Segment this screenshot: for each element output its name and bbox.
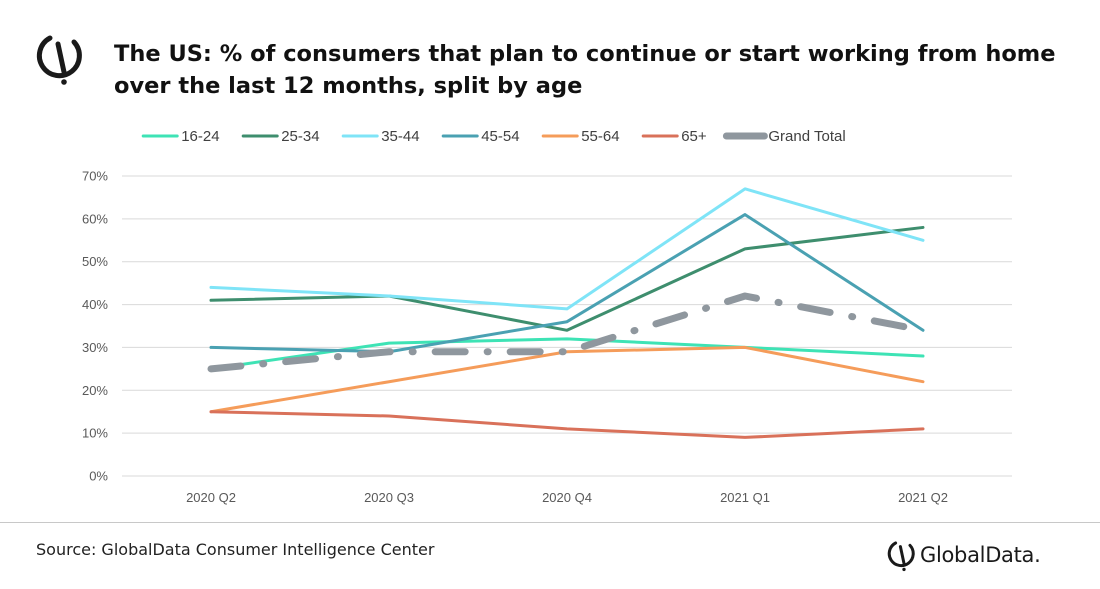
y-tick-label: 40% (82, 297, 108, 312)
y-tick-label: 30% (82, 340, 108, 355)
source-note: Source: GlobalData Consumer Intelligence… (36, 540, 435, 559)
y-tick-label: 20% (82, 383, 108, 398)
brand-logo: GlobalData. (886, 538, 1041, 572)
y-axis-tick-labels: 0% 10% 20% 30% 40% 50% 60% 70% (82, 169, 108, 484)
brand-name: GlobalData. (920, 543, 1041, 567)
chart-title-line-2: over the last 12 months, split by age (114, 73, 583, 99)
chart-title: The US: % of consumers that plan to cont… (114, 38, 1074, 102)
legend-label-2: 35-44 (381, 128, 419, 145)
x-axis-tick-labels: 2020 Q2 2020 Q3 2020 Q4 2021 Q1 2021 Q2 (186, 490, 948, 505)
footer-divider (0, 522, 1100, 523)
x-tick-label: 2021 Q1 (720, 490, 770, 505)
series-line-1 (209, 225, 925, 332)
legend-label-3: 45-54 (481, 128, 519, 145)
x-tick-label: 2020 Q2 (186, 490, 236, 505)
series-line-4 (209, 345, 925, 414)
legend-label-6: Grand Total (768, 128, 845, 145)
chart-title-line-1: The US: % of consumers that plan to cont… (114, 41, 1056, 67)
series-line-0 (209, 337, 925, 371)
legend-label-0: 16-24 (181, 128, 219, 145)
globaldata-small-logo-icon (887, 541, 915, 572)
y-tick-label: 50% (82, 254, 108, 269)
globaldata-logo-icon (36, 35, 82, 85)
y-tick-label: 70% (82, 169, 108, 184)
chart-series (207, 187, 927, 439)
legend-label-5: 65+ (681, 128, 707, 145)
line-chart: 16-24 25-34 35-44 45-54 55-64 65+ Grand Total … (82, 128, 1012, 505)
series-line-2 (209, 187, 925, 311)
series-line-5 (209, 410, 925, 439)
series-line-6 (207, 292, 927, 373)
x-tick-label: 2020 Q3 (364, 490, 414, 505)
series-line-3 (209, 213, 925, 354)
x-tick-label: 2021 Q2 (898, 490, 948, 505)
chart-legend: 16-24 25-34 35-44 45-54 55-64 65+ Grand Total (141, 128, 846, 145)
y-tick-label: 60% (82, 211, 108, 226)
legend-label-1: 25-34 (281, 128, 319, 145)
legend-label-4: 55-64 (581, 128, 619, 145)
x-tick-label: 2020 Q4 (542, 490, 592, 505)
y-tick-label: 0% (89, 469, 108, 484)
y-tick-label: 10% (82, 426, 108, 441)
